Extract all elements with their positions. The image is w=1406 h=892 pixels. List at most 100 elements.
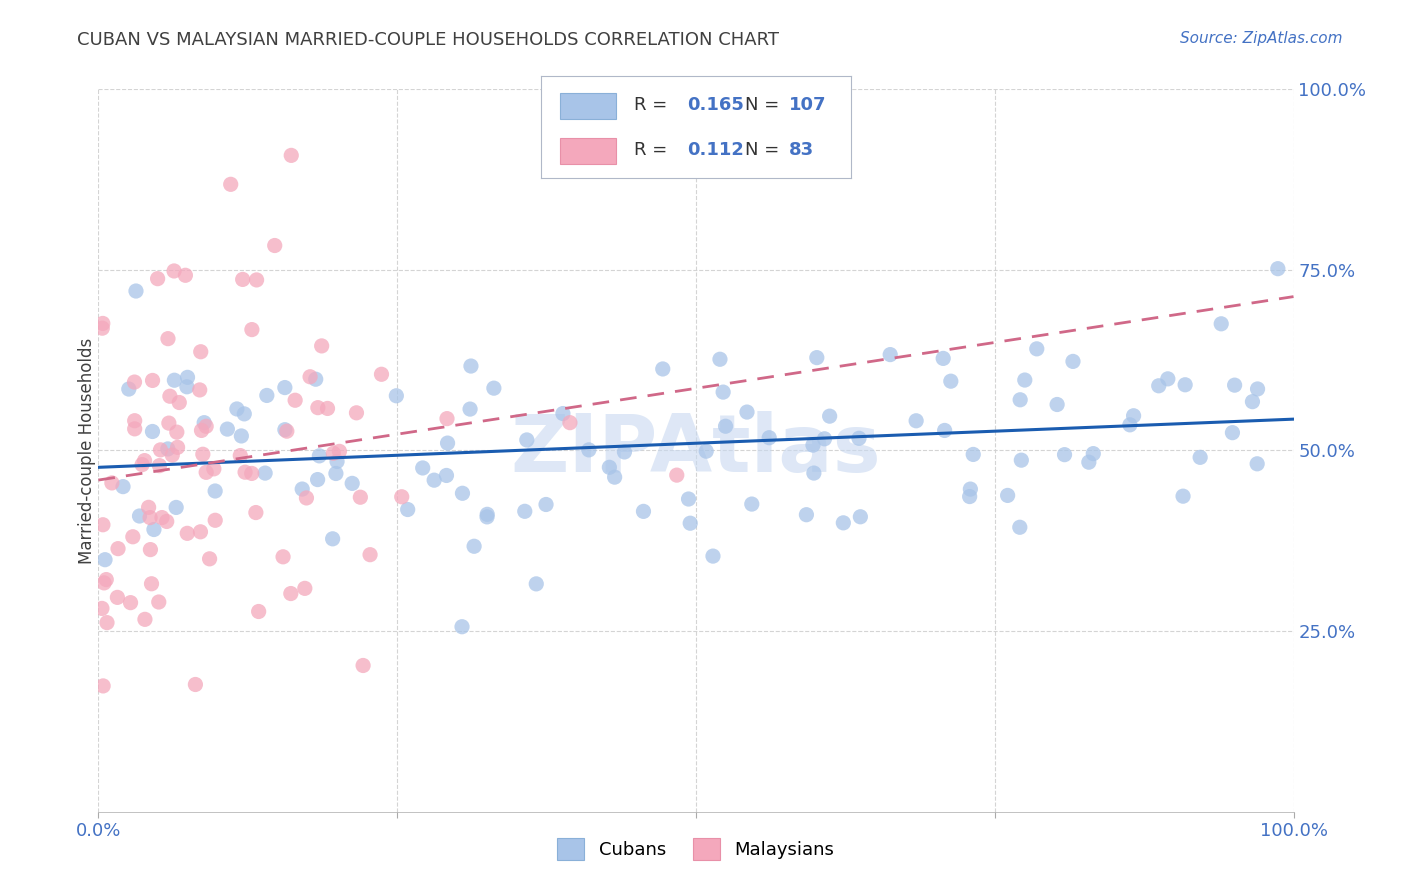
Malaysians: [190, 424, 212, 438]
Cubans: [307, 473, 329, 487]
Cubans: [111, 480, 134, 494]
Cubans: [939, 374, 962, 388]
Cubans: [1062, 354, 1084, 368]
Malaysians: [245, 273, 267, 287]
Text: ZIPAtlas: ZIPAtlas: [510, 411, 882, 490]
Malaysians: [150, 510, 173, 524]
Cubans: [633, 504, 655, 518]
Cubans: [233, 407, 256, 421]
Malaysians: [167, 395, 190, 409]
Cubans: [1222, 425, 1244, 440]
Text: 107: 107: [789, 95, 827, 113]
Cubans: [274, 380, 297, 394]
Text: 83: 83: [789, 141, 814, 159]
Malaysians: [328, 444, 350, 458]
Cubans: [436, 436, 458, 450]
Bar: [560, 138, 616, 164]
Malaysians: [156, 332, 179, 346]
Cubans: [513, 504, 536, 518]
Malaysians: [124, 422, 146, 436]
Cubans: [934, 424, 956, 438]
Cubans: [463, 539, 485, 553]
Malaysians: [232, 272, 254, 286]
Malaysians: [159, 389, 181, 403]
Cubans: [1010, 392, 1032, 407]
Cubans: [436, 468, 458, 483]
Malaysians: [184, 677, 207, 691]
Cubans: [165, 500, 187, 515]
Cubans: [163, 373, 186, 387]
Cubans: [477, 508, 499, 522]
Cubans: [879, 348, 901, 362]
Cubans: [1171, 489, 1194, 503]
Malaysians: [240, 322, 263, 336]
Cubans: [803, 466, 825, 480]
Cubans: [1010, 453, 1032, 467]
Cubans: [1014, 373, 1036, 387]
Cubans: [1223, 378, 1246, 392]
Malaysians: [263, 238, 285, 252]
Cubans: [551, 407, 574, 421]
Text: 0.112: 0.112: [686, 141, 744, 159]
Cubans: [451, 486, 474, 500]
Cubans: [534, 498, 557, 512]
Malaysians: [93, 575, 115, 590]
Malaysians: [370, 368, 392, 382]
Cubans: [735, 405, 758, 419]
Malaysians: [141, 374, 163, 388]
Cubans: [741, 497, 763, 511]
Malaysians: [346, 406, 368, 420]
Cubans: [1189, 450, 1212, 465]
Malaysians: [276, 424, 298, 438]
Malaysians: [90, 601, 112, 615]
Malaysians: [195, 419, 218, 434]
Cubans: [613, 445, 636, 459]
Cubans: [1083, 447, 1105, 461]
Malaysians: [190, 344, 212, 359]
Malaysians: [198, 551, 221, 566]
Cubans: [524, 577, 547, 591]
Text: Source: ZipAtlas.com: Source: ZipAtlas.com: [1180, 31, 1343, 46]
Malaysians: [124, 375, 146, 389]
Cubans: [997, 488, 1019, 502]
Cubans: [274, 423, 297, 437]
Cubans: [128, 508, 150, 523]
Cubans: [142, 523, 165, 537]
Cubans: [256, 388, 278, 402]
Cubans: [695, 444, 717, 458]
Cubans: [959, 490, 981, 504]
Cubans: [176, 380, 198, 394]
Malaysians: [190, 524, 212, 539]
Malaysians: [558, 416, 581, 430]
Cubans: [679, 516, 702, 531]
Cubans: [711, 385, 734, 400]
Text: R =: R =: [634, 95, 673, 113]
Malaysians: [219, 178, 242, 192]
Cubans: [1119, 417, 1142, 432]
Malaysians: [202, 462, 225, 476]
Malaysians: [131, 458, 153, 472]
Cubans: [141, 425, 163, 439]
Malaysians: [105, 591, 128, 605]
Malaysians: [96, 573, 118, 587]
Cubans: [308, 449, 330, 463]
Cubans: [678, 491, 700, 506]
Malaysians: [271, 549, 294, 564]
Malaysians: [138, 500, 160, 515]
Malaysians: [240, 467, 263, 481]
Malaysians: [284, 393, 307, 408]
Malaysians: [295, 491, 318, 505]
Malaysians: [91, 321, 114, 335]
Cubans: [905, 414, 928, 428]
Cubans: [1157, 372, 1180, 386]
Cubans: [796, 508, 818, 522]
Cubans: [325, 467, 347, 481]
Cubans: [458, 402, 481, 417]
Malaysians: [162, 448, 184, 462]
Cubans: [962, 447, 984, 461]
Malaysians: [141, 576, 163, 591]
Cubans: [578, 442, 600, 457]
Malaysians: [299, 369, 322, 384]
Malaysians: [91, 517, 114, 532]
Cubans: [291, 482, 314, 496]
